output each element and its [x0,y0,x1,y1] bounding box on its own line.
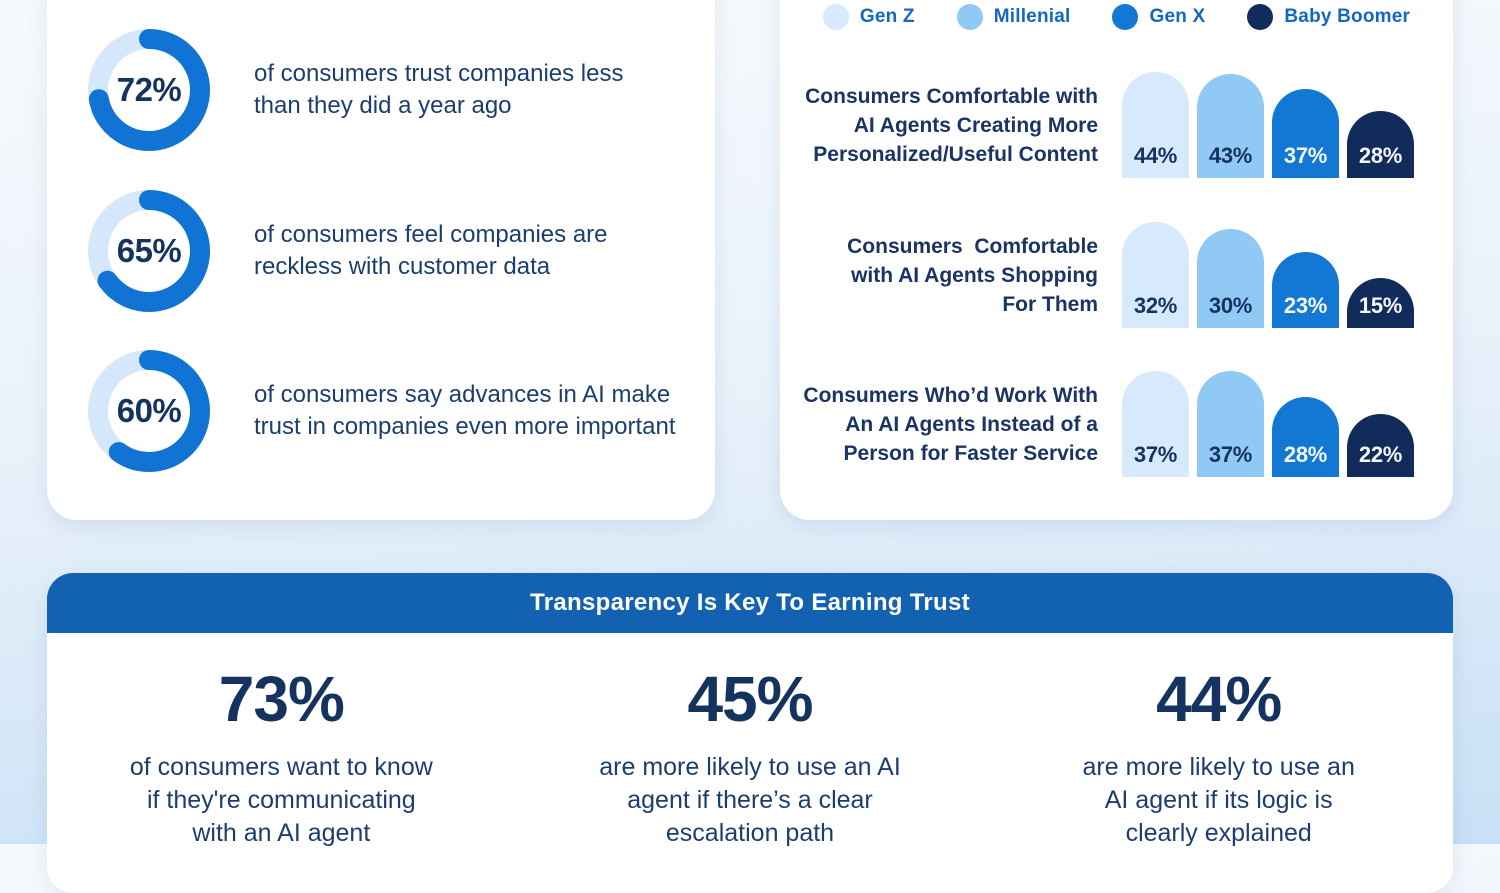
bar: 44% [1122,72,1189,178]
stat-description: are more likely to use an AI agent if th… [599,753,901,847]
legend-label: Baby Boomer [1284,6,1411,27]
bar: 15% [1347,278,1414,328]
bar: 32% [1122,222,1189,328]
bar-row-label: Consumers Comfortable with AI Agents Sho… [847,234,1098,316]
legend-label: Gen X [1149,6,1206,27]
bar-value-label: 28% [1283,442,1328,467]
transparency-banner-card: Transparency Is Key To Earning Trust 73%… [47,573,1453,893]
legend-item: Millenial [956,4,1071,30]
stat-value: 73% [218,663,345,735]
bar-row-label: Consumers Comfortable with AI Agents Cre… [805,84,1098,166]
stat-column: 73% of consumers want to know if they're… [47,655,516,850]
bar: 23% [1272,252,1339,328]
stat-description: of consumers want to know if they're com… [129,753,433,847]
legend-dot-icon [956,4,983,30]
bar-value-label: 37% [1133,442,1178,467]
banner-header: Transparency Is Key To Earning Trust [47,573,1453,633]
chart-legend: Gen Z Millenial Gen X Baby Boomer [780,4,1453,30]
donut-ring-icon [88,190,210,312]
bar: 43% [1197,74,1264,178]
bar-group: 44% 43% 37% 28% [1122,72,1414,178]
donut-chart: 72% [88,29,210,151]
bar-value-label: 44% [1133,143,1178,168]
trust-stats-card: 72% of consumers trust companies less th… [47,0,715,520]
legend-dot-icon [822,4,849,30]
bar-row: Consumers Comfortable with AI Agents Sho… [800,222,1414,328]
legend-label: Millenial [993,6,1071,27]
bar-value-label: 37% [1208,442,1253,467]
bar: 28% [1272,397,1339,477]
stat-row: 65% of consumers feel companies are reck… [88,190,608,312]
bar-value-label: 15% [1358,293,1403,318]
stat-value: 45% [687,663,813,735]
donut-chart: 65% [88,190,210,312]
legend-item: Baby Boomer [1247,4,1410,30]
bar: 30% [1197,229,1264,328]
legend-label: Gen Z [859,6,915,27]
legend-item: Gen Z [822,4,915,30]
bar-value-label: 22% [1358,442,1403,467]
stat-text: of consumers say advances in AI make tru… [254,381,676,440]
bar-row-label: Consumers Who’d Work With An AI Agents I… [803,383,1098,465]
generation-bar-chart-card: Gen Z Millenial Gen X Baby Boomer Consum… [780,0,1453,520]
bar: 37% [1122,371,1189,477]
donut-value: 60% [116,392,182,429]
bar-value-label: 28% [1358,143,1403,168]
legend-dot-icon [1112,4,1139,30]
donut-ring-icon [88,29,210,151]
bar-value-label: 32% [1133,293,1178,318]
stat-text: of consumers trust companies less than t… [254,60,624,119]
stat-text: of consumers feel companies are reckless… [254,221,608,280]
bar: 22% [1347,414,1414,477]
banner-title: Transparency Is Key To Earning Trust [530,589,970,616]
donut-chart: 60% [88,350,210,472]
bar: 37% [1272,89,1339,178]
bar-row: Consumers Who’d Work With An AI Agents I… [800,371,1414,477]
stat-description: are more likely to use an AI agent if it… [1082,753,1355,847]
bar-value-label: 43% [1208,143,1253,168]
donut-ring-icon [88,350,210,472]
stat-value: 44% [1156,663,1282,735]
banner-body: 73% of consumers want to know if they're… [47,633,1453,850]
bar-row: Consumers Comfortable with AI Agents Cre… [800,72,1414,178]
donut-value: 72% [116,71,182,108]
bar-value-label: 30% [1208,293,1253,318]
stat-row: 60% of consumers say advances in AI make… [88,350,676,472]
donut-value: 65% [116,232,182,269]
legend-item: Gen X [1112,4,1205,30]
stat-row: 72% of consumers trust companies less th… [88,29,623,151]
stat-column: 44% are more likely to use an AI agent i… [984,655,1453,850]
bar-group: 37% 37% 28% 22% [1122,371,1414,477]
legend-dot-icon [1247,4,1274,30]
bar-value-label: 23% [1283,293,1328,318]
stat-column: 45% are more likely to use an AI agent i… [516,655,985,850]
bar-value-label: 37% [1283,143,1328,168]
bar: 28% [1347,111,1414,178]
bar-group: 32% 30% 23% 15% [1122,222,1414,328]
bar: 37% [1197,371,1264,477]
